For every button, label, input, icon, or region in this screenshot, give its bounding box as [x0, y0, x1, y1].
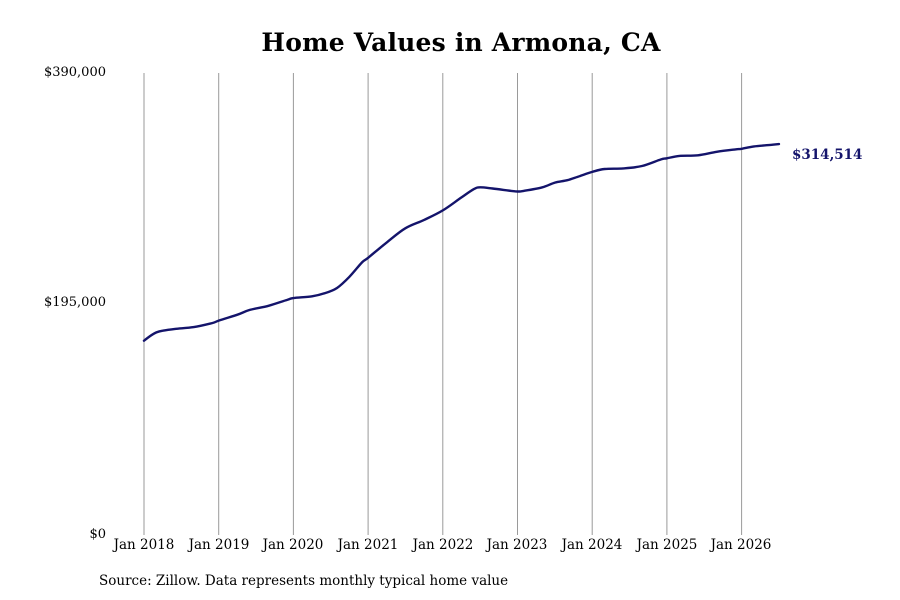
- x-tick-label-2022: Jan 2022: [412, 537, 474, 553]
- series-layer: [142, 142, 781, 342]
- x-tick-label-2021: Jan 2021: [337, 537, 399, 553]
- x-tick-label-2025: Jan 2025: [636, 537, 698, 553]
- x-tick-label-2024: Jan 2024: [561, 537, 623, 553]
- y-tick-label-195000: $195,000: [43, 295, 106, 310]
- y-tick-label-0: $0: [89, 527, 106, 542]
- gridlines: [143, 73, 743, 535]
- x-tick-label-2026: Jan 2026: [710, 537, 772, 553]
- source-note: Source: Zillow. Data represents monthly …: [99, 573, 509, 589]
- series-line-0: [142, 142, 781, 342]
- end-value-label: $314,514: [792, 147, 863, 163]
- x-tick-label-2020: Jan 2020: [262, 537, 324, 553]
- y-tick-label-390000: $390,000: [43, 65, 106, 80]
- x-tick-label-2023: Jan 2023: [486, 537, 548, 553]
- x-tick-label-2018: Jan 2018: [113, 537, 175, 553]
- x-tick-label-2019: Jan 2019: [188, 537, 250, 553]
- chart-title: Home Values in Armona, CA: [261, 28, 661, 57]
